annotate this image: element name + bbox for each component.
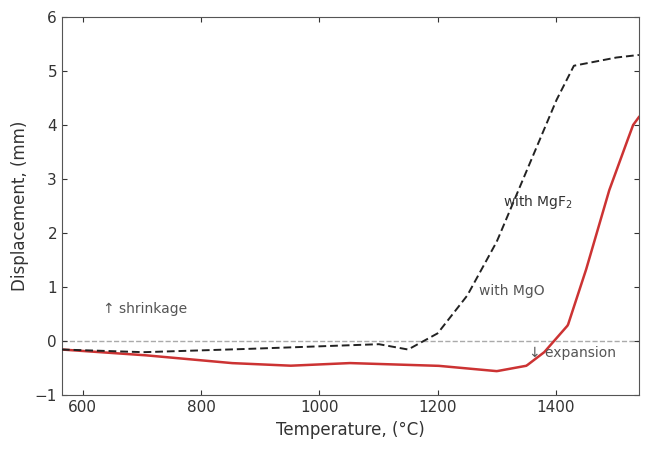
X-axis label: Temperature, (°C): Temperature, (°C): [276, 421, 424, 439]
Text: ↓ expansion: ↓ expansion: [529, 346, 616, 360]
Text: ↑ shrinkage: ↑ shrinkage: [103, 302, 187, 316]
Text: with MgO: with MgO: [479, 284, 545, 298]
Text: with MgF$_2$: with MgF$_2$: [503, 194, 573, 212]
Y-axis label: Displacement, (mm): Displacement, (mm): [11, 121, 29, 292]
